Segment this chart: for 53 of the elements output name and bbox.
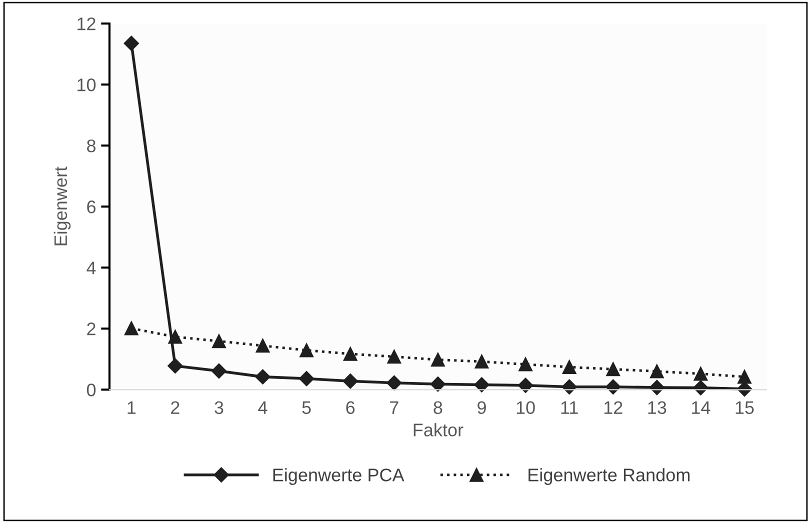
y-axis-title: Eigenwert xyxy=(54,166,71,246)
point xyxy=(212,334,226,348)
point xyxy=(738,370,752,384)
point xyxy=(694,366,708,381)
y-tick-label: 10 xyxy=(78,78,96,92)
point xyxy=(606,379,621,394)
point xyxy=(211,363,227,379)
x-tick-label: 6 xyxy=(346,401,355,414)
y-tick-label: 4 xyxy=(86,262,96,274)
x-tick-label: 11 xyxy=(561,401,578,414)
legend-label: Eigenwerte Random xyxy=(528,468,690,485)
x-tick-label: 14 xyxy=(692,401,710,414)
x-tick-label: 1 xyxy=(128,401,136,414)
point xyxy=(342,374,358,389)
point xyxy=(562,360,576,374)
point xyxy=(650,364,664,378)
y-tick-label: 2 xyxy=(87,322,96,336)
x-tick-label: 9 xyxy=(478,401,486,414)
point xyxy=(168,330,182,344)
point xyxy=(255,369,270,384)
x-tick-label: 10 xyxy=(516,401,535,414)
point xyxy=(430,376,446,392)
point xyxy=(168,358,183,374)
x-tick-label: 12 xyxy=(604,401,622,414)
y-tick-label: 0 xyxy=(86,384,96,396)
x-tick-label: 5 xyxy=(302,401,311,414)
point xyxy=(298,371,314,386)
legend-label: Eigenwerte PCA xyxy=(273,468,404,485)
point xyxy=(386,375,402,390)
point xyxy=(606,362,620,376)
point xyxy=(518,357,532,372)
x-tick-label: 15 xyxy=(736,401,754,414)
point xyxy=(124,36,139,51)
x-axis-title: Faktor xyxy=(414,423,464,436)
point xyxy=(343,346,358,361)
x-tick-label: 8 xyxy=(434,401,442,414)
x-tick-label: 4 xyxy=(258,401,268,414)
x-tick-label: 13 xyxy=(648,401,666,414)
point xyxy=(256,338,270,353)
y-tick-label: 12 xyxy=(78,17,96,30)
point xyxy=(430,352,445,367)
point xyxy=(474,377,490,392)
x-tick-label: 3 xyxy=(214,401,224,414)
point xyxy=(562,379,577,394)
point xyxy=(124,321,138,336)
x-tick-label: 2 xyxy=(171,401,180,414)
point xyxy=(518,378,534,393)
point xyxy=(300,343,314,358)
y-tick-label: 8 xyxy=(87,140,96,152)
point xyxy=(387,350,402,364)
point xyxy=(474,354,489,369)
x-tick-label: 7 xyxy=(390,401,398,414)
y-tick-label: 6 xyxy=(87,200,96,214)
